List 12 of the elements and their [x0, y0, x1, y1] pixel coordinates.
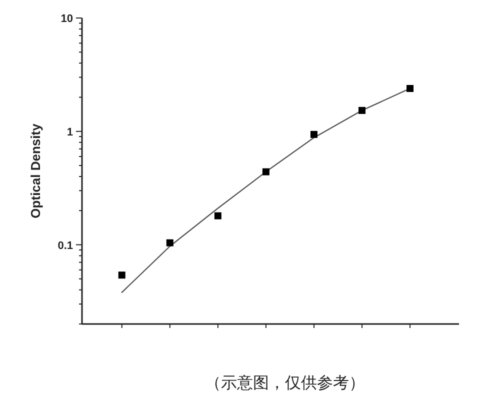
point — [310, 130, 318, 138]
y-tick-label: 0.1 — [58, 240, 73, 252]
point — [214, 212, 222, 220]
y-tick-label: 10 — [60, 13, 73, 25]
y-tick-label: 1 — [66, 126, 73, 138]
point — [358, 106, 366, 114]
point — [166, 239, 174, 246]
text: （示意图，仅供参考） — [205, 374, 365, 392]
point — [262, 168, 270, 176]
point — [118, 272, 126, 279]
point — [406, 84, 414, 92]
y-axis-title: Optical Density — [28, 122, 43, 218]
